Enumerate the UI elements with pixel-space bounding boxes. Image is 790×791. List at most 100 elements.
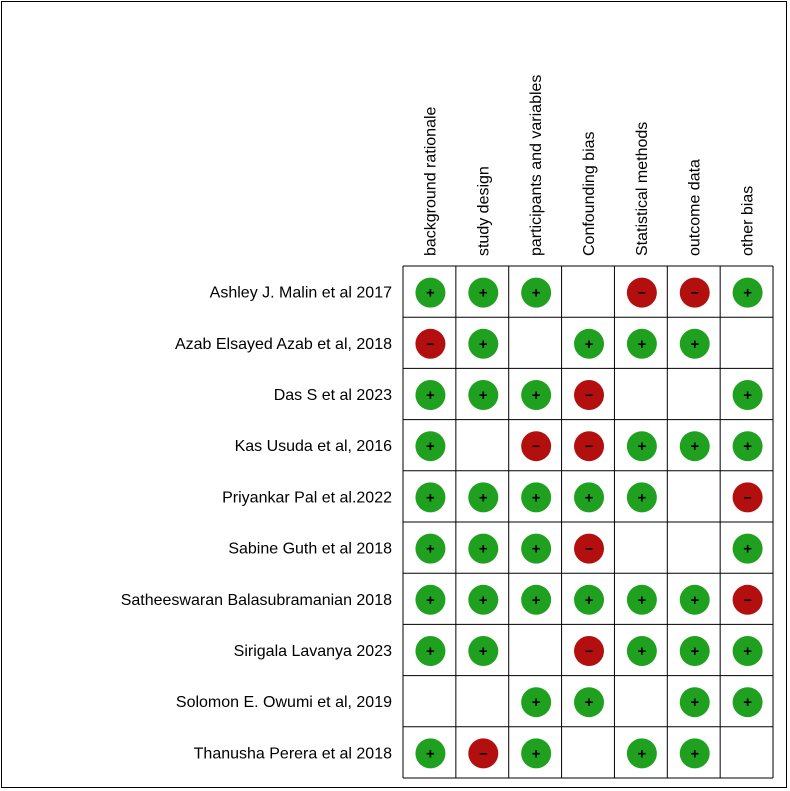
plus-symbol: + (532, 592, 541, 609)
column-header: participants and variables (528, 75, 545, 256)
plus-symbol: + (426, 745, 435, 762)
low-risk-dot (732, 533, 763, 564)
low-risk-dot (732, 431, 763, 462)
column-header: background rationale (422, 106, 439, 256)
low-risk-dot (626, 328, 657, 359)
plus-symbol: + (532, 387, 541, 404)
plus-symbol: + (585, 336, 594, 353)
low-risk-dot (521, 738, 552, 769)
plus-symbol: + (743, 285, 752, 302)
low-risk-dot (626, 482, 657, 513)
plus-symbol: + (637, 745, 646, 762)
high-risk-dot (626, 277, 657, 308)
low-risk-dot (521, 380, 552, 410)
column-header: Confounding bias (581, 131, 598, 256)
plus-symbol: + (532, 694, 541, 711)
high-risk-dot (415, 328, 446, 359)
plus-symbol: + (426, 592, 435, 609)
minus-symbol: − (743, 489, 751, 505)
minus-symbol: − (426, 336, 434, 352)
high-risk-dot (732, 482, 763, 513)
plus-symbol: + (690, 336, 699, 353)
low-risk-dot (521, 533, 552, 564)
low-risk-dot (679, 687, 710, 718)
low-risk-dot (415, 431, 446, 462)
low-risk-dot (415, 277, 446, 308)
low-risk-dot (415, 482, 446, 513)
low-risk-dot (521, 584, 552, 615)
minus-symbol: − (585, 541, 593, 557)
plus-symbol: + (479, 285, 488, 302)
low-risk-dot (732, 636, 763, 666)
minus-symbol: − (585, 643, 593, 659)
high-risk-dot (574, 380, 605, 410)
plus-symbol: + (426, 541, 435, 558)
low-risk-dot (521, 277, 552, 308)
plus-symbol: + (637, 438, 646, 455)
plus-symbol: + (637, 489, 646, 506)
low-risk-dot (468, 380, 499, 410)
low-risk-dot (468, 328, 499, 359)
plus-symbol: + (479, 592, 488, 609)
plus-symbol: + (585, 489, 594, 506)
plus-symbol: + (690, 745, 699, 762)
low-risk-dot (574, 584, 605, 615)
plus-symbol: + (426, 489, 435, 506)
row-label: Das S et al 2023 (274, 387, 392, 404)
low-risk-dot (732, 687, 763, 718)
plus-symbol: + (426, 285, 435, 302)
low-risk-dot (415, 636, 446, 666)
plus-symbol: + (743, 541, 752, 558)
row-label: Priyankar Pal et al.2022 (222, 489, 392, 506)
plus-symbol: + (479, 387, 488, 404)
column-header: other bias (740, 186, 757, 256)
plus-symbol: + (743, 438, 752, 455)
row-label: Azab Elsayed Azab et al, 2018 (175, 336, 392, 353)
plus-symbol: + (585, 694, 594, 711)
low-risk-dot (468, 277, 499, 308)
high-risk-dot (521, 431, 552, 462)
row-label: Ashley J. Malin et al 2017 (210, 285, 392, 302)
row-label: Solomon E. Owumi et al, 2019 (176, 694, 392, 711)
high-risk-dot (679, 277, 710, 308)
plus-symbol: + (532, 745, 541, 762)
high-risk-dot (468, 738, 499, 769)
low-risk-dot (521, 482, 552, 513)
column-header: study design (475, 166, 492, 256)
low-risk-dot (574, 482, 605, 513)
low-risk-dot (626, 636, 657, 666)
low-risk-dot (732, 380, 763, 410)
low-risk-dot (468, 533, 499, 564)
low-risk-dot (415, 533, 446, 564)
plus-symbol: + (585, 592, 594, 609)
plus-symbol: + (479, 336, 488, 353)
row-label: Kas Usuda et al, 2016 (235, 438, 393, 455)
minus-symbol: − (479, 745, 487, 761)
plus-symbol: + (743, 387, 752, 404)
plus-symbol: + (479, 489, 488, 506)
plus-symbol: + (690, 592, 699, 609)
minus-symbol: − (585, 438, 593, 454)
row-label: Satheeswaran Balasubramanian 2018 (121, 592, 392, 609)
plus-symbol: + (743, 643, 752, 660)
row-label: Sabine Guth et al 2018 (228, 541, 392, 558)
plus-symbol: + (690, 438, 699, 455)
high-risk-dot (574, 533, 605, 564)
plus-symbol: + (532, 541, 541, 558)
low-risk-dot (574, 687, 605, 718)
plus-symbol: + (690, 694, 699, 711)
low-risk-dot (468, 636, 499, 666)
plus-symbol: + (690, 643, 699, 660)
low-risk-dot (679, 431, 710, 462)
low-risk-dot (415, 738, 446, 769)
plus-symbol: + (637, 643, 646, 660)
minus-symbol: − (532, 438, 540, 454)
low-risk-dot (679, 636, 710, 666)
minus-symbol: − (585, 387, 593, 403)
plus-symbol: + (426, 387, 435, 404)
row-label: Sirigala Lavanya 2023 (234, 643, 392, 660)
low-risk-dot (521, 687, 552, 718)
low-risk-dot (626, 738, 657, 769)
